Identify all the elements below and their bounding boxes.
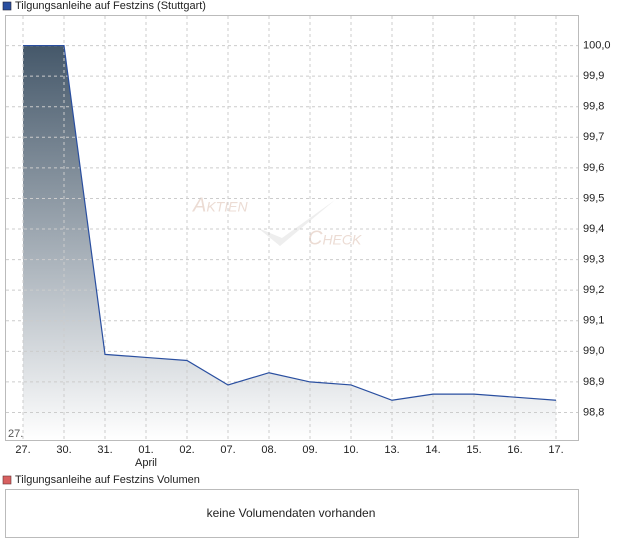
x-tick-label: 10. (343, 444, 358, 456)
legend-label: Tilgungsanleihe auf Festzins Volumen (15, 474, 200, 486)
watermark: Check (308, 227, 362, 249)
y-tick-label: 98,9 (583, 376, 604, 388)
x-tick-label: 16. (507, 444, 522, 456)
area (23, 45, 556, 441)
x-tick-label: 13. (384, 444, 399, 456)
x-tick-label: 01. (138, 444, 153, 456)
volume-frame (5, 489, 579, 538)
y-tick-label: 99,5 (583, 192, 604, 204)
x-tick-label: 27. (15, 444, 30, 456)
x-tick-label: 02. (179, 444, 194, 456)
watermark: Aktien (192, 194, 248, 216)
price-line (23, 44, 557, 401)
y-tick-label: 99,1 (583, 315, 604, 327)
y-tick-label: 98,8 (583, 406, 604, 418)
x-sublabel: April (135, 457, 157, 469)
legend-swatch (2, 1, 12, 11)
x-tick-label: 17. (548, 444, 563, 456)
y-tick-label: 99,4 (583, 223, 604, 235)
volume-message: keine Volumendaten vorhanden (207, 506, 376, 520)
y-tick-label: 99,6 (583, 162, 604, 174)
y-tick-label: 99,7 (583, 131, 604, 143)
legend-label: Tilgungsanleihe auf Festzins (Stuttgart) (15, 0, 206, 12)
x-tick-label: 15. (466, 444, 481, 456)
x-tick-label: 30. (56, 444, 71, 456)
x-tick-label: 14. (425, 444, 440, 456)
x-tick-label: 09. (302, 444, 317, 456)
y-tick-label: 100,0 (583, 39, 611, 51)
x-tick-label: 31. (97, 444, 112, 456)
legend-swatch (2, 475, 12, 485)
x-tick-label: 07. (220, 444, 235, 456)
plot-frame (5, 15, 579, 441)
y-tick-label: 99,2 (583, 284, 604, 296)
x-tick-label: 08. (261, 444, 276, 456)
y-tick-label: 99,3 (583, 254, 604, 266)
y-tick-label: 99,8 (583, 101, 604, 113)
y-tick-label: 99,0 (583, 345, 604, 357)
y-tick-label: 99,9 (583, 70, 604, 82)
